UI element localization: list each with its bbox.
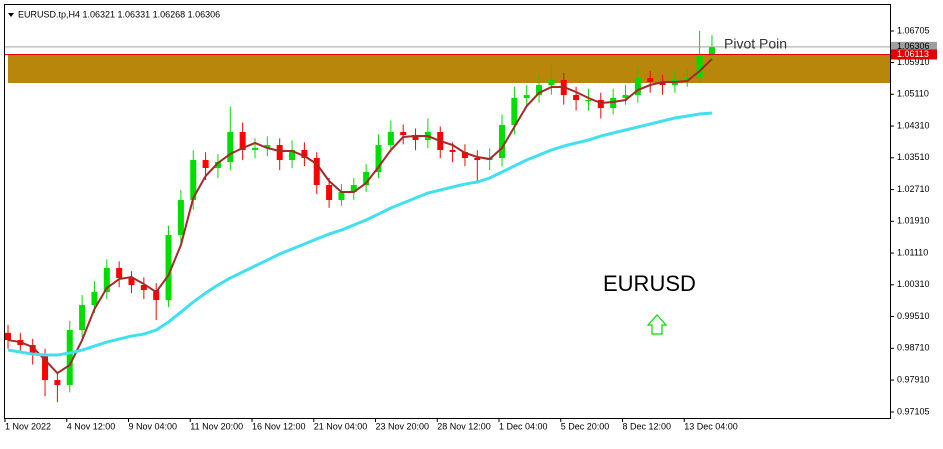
moving-average: [7, 111, 713, 357]
candle-body: [54, 380, 61, 386]
x-tick-label: 11 Nov 20:00: [190, 421, 243, 431]
candle-body: [597, 100, 604, 108]
candle-body: [499, 125, 505, 158]
candle-body: [708, 46, 715, 56]
candle-body: [140, 285, 147, 291]
candle-body: [523, 95, 530, 98]
candle-body: [363, 172, 370, 186]
x-tick-label: 13 Dec 04:00: [684, 421, 738, 431]
candle-body: [103, 268, 110, 293]
x-tick-label: 1 Dec 04:00: [499, 421, 548, 431]
candle-body: [165, 235, 172, 301]
x-tick-label: 9 Nov 04:00: [129, 421, 178, 431]
y-tick-label: 0.98710: [897, 343, 930, 353]
candle-body: [264, 145, 271, 148]
candle-body: [659, 81, 666, 86]
price-label-box: [891, 41, 937, 52]
pivot-label: Pivot Poin: [724, 36, 787, 52]
candle-body: [548, 80, 555, 86]
candle-body: [696, 55, 703, 78]
y-tick-label: 0.99510: [897, 311, 930, 321]
y-tick-label: 0.97105: [897, 406, 930, 416]
candle-body: [202, 160, 209, 169]
x-tick-label: 1 Nov 2022: [5, 421, 51, 431]
candle-body: [29, 345, 36, 356]
y-tick-label: 1.04310: [897, 120, 930, 130]
y-tick-label: 1.03510: [897, 152, 930, 162]
candle-body: [116, 268, 123, 279]
candle-body: [252, 147, 258, 151]
candle-body: [461, 152, 468, 158]
price-label-box: [891, 49, 937, 60]
candle-body: [474, 157, 481, 161]
candle-body: [5, 332, 11, 341]
price-label: 1.06113: [897, 49, 929, 59]
candle-body: [128, 278, 135, 286]
candle-body: [326, 185, 333, 201]
candle-body: [647, 77, 654, 82]
up-arrow: [646, 314, 668, 335]
pivot-zone: [8, 55, 890, 83]
candle-body: [91, 292, 98, 306]
candle-body: [239, 132, 246, 151]
symbol-label: EURUSD: [603, 271, 696, 296]
candle-body: [66, 330, 73, 386]
candle-body: [634, 77, 641, 96]
candle-body: [449, 150, 456, 153]
x-tick-label: 21 Nov 04:00: [314, 421, 368, 431]
x-tick-label: 4 Nov 12:00: [67, 421, 116, 431]
candle-body: [387, 132, 394, 146]
y-tick-label: 1.06705: [897, 25, 930, 35]
candle-body: [684, 77, 691, 81]
candle-body: [301, 150, 308, 158]
candle-body: [511, 97, 518, 126]
y-tick-label: 0.97910: [897, 374, 930, 384]
candle-body: [289, 150, 296, 161]
x-tick-label: 5 Dec 20:00: [561, 421, 610, 431]
candle-body: [375, 145, 382, 173]
candle-body: [79, 305, 86, 331]
candle-body: [42, 355, 49, 381]
chart-title: EURUSD.tp,H4 1.06321 1.06331 1.06268 1.0…: [18, 9, 220, 19]
candle-body: [622, 95, 629, 98]
price-label: 1.06306: [897, 41, 930, 51]
moving-average: [7, 58, 713, 375]
x-tick-label: 28 Nov 12:00: [437, 421, 491, 431]
y-tick-label: 1.02710: [897, 184, 930, 194]
candle-body: [350, 185, 357, 193]
y-tick-label: 1.05910: [897, 57, 930, 67]
candle-body: [573, 95, 580, 101]
y-tick-label: 1.01110: [897, 247, 928, 257]
x-tick-label: 23 Nov 20:00: [376, 421, 430, 431]
candle-body: [214, 162, 221, 169]
y-tick-label: 1.05110: [897, 89, 929, 99]
candle-body: [585, 100, 592, 102]
candle-body: [536, 85, 543, 96]
menu-triangle: [8, 13, 14, 17]
y-tick-label: 1.01910: [897, 216, 930, 226]
candle-body: [177, 200, 184, 236]
y-tick-label: 1.00310: [897, 279, 930, 289]
candle-body: [153, 290, 160, 301]
x-tick-label: 16 Nov 12:00: [252, 421, 306, 431]
candle-body: [338, 192, 345, 201]
x-tick-label: 8 Dec 12:00: [623, 421, 672, 431]
candle-body: [412, 135, 419, 141]
candle-body: [227, 132, 234, 163]
candle-body: [400, 132, 407, 136]
candle-body: [190, 160, 197, 201]
candle-body: [313, 157, 320, 186]
candle-body: [276, 145, 283, 161]
